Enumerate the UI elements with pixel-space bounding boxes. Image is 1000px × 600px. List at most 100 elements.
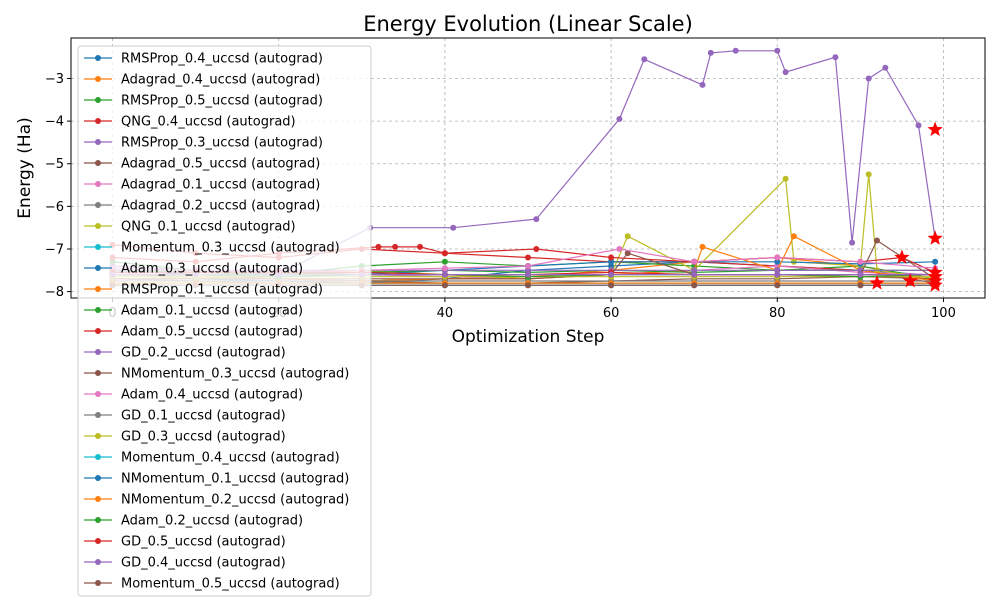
data-point xyxy=(525,267,531,274)
data-point xyxy=(699,81,706,88)
data-point xyxy=(691,267,698,274)
legend-item: NMomentum_0.2_uccsd (autograd) xyxy=(84,493,349,508)
final-point-star xyxy=(902,273,918,288)
data-point xyxy=(774,254,781,261)
data-point xyxy=(874,237,880,244)
legend-swatch-marker xyxy=(95,55,101,61)
final-point-star xyxy=(927,277,943,292)
legend-label: QNG_0.4_uccsd (autograd) xyxy=(121,115,296,130)
legend-item: NMomentum_0.1_uccsd (autograd) xyxy=(84,472,349,487)
legend-item: Adam_0.1_uccsd (autograd) xyxy=(84,304,303,319)
final-point-layer xyxy=(869,121,943,292)
data-point xyxy=(525,263,531,269)
legend-label: GD_0.4_uccsd (autograd) xyxy=(121,556,286,571)
final-point-star xyxy=(927,121,943,137)
legend-swatch-marker xyxy=(95,391,101,397)
legend-item: Momentum_0.4_uccsd (autograd) xyxy=(84,451,340,466)
data-point xyxy=(441,250,448,257)
legend-item: GD_0.3_uccsd (autograd) xyxy=(84,430,286,445)
data-point xyxy=(774,271,781,278)
data-point xyxy=(707,49,714,56)
legend-label: NMomentum_0.2_uccsd (autograd) xyxy=(121,493,349,508)
legend-item: Adagrad_0.5_uccsd (autograd) xyxy=(84,157,320,172)
legend-swatch-marker xyxy=(95,349,101,355)
legend-item: QNG_0.4_uccsd (autograd) xyxy=(84,115,296,130)
legend-swatch-marker xyxy=(95,517,101,523)
legend-item: Adagrad_0.4_uccsd (autograd) xyxy=(84,73,320,88)
legend-label: Momentum_0.4_uccsd (autograd) xyxy=(121,451,340,466)
data-point xyxy=(857,258,864,265)
legend-item: NMomentum_0.3_uccsd (autograd) xyxy=(84,367,349,382)
legend-swatch-marker xyxy=(95,538,101,544)
data-point xyxy=(857,282,864,289)
data-point xyxy=(691,258,698,265)
legend-swatch-marker xyxy=(95,328,101,334)
data-point xyxy=(608,282,615,289)
legend-item: Momentum_0.3_uccsd (autograd) xyxy=(84,241,340,256)
legend-swatch-marker xyxy=(95,559,101,565)
legend-swatch-marker xyxy=(95,286,101,292)
legend-swatch-marker xyxy=(95,454,101,460)
data-point xyxy=(450,224,457,231)
legend-label: RMSProp_0.1_uccsd (autograd) xyxy=(121,283,323,298)
legend-swatch-marker xyxy=(95,265,101,271)
data-point xyxy=(616,116,623,122)
legend-item: RMSProp_0.1_uccsd (autograd) xyxy=(84,283,323,298)
data-point xyxy=(774,258,781,265)
legend-item: GD_0.2_uccsd (autograd) xyxy=(84,346,286,361)
legend-label: RMSProp_0.4_uccsd (autograd) xyxy=(121,52,323,67)
y-tick-label: −7 xyxy=(45,242,64,257)
data-point xyxy=(915,122,922,129)
legend-item: Momentum_0.5_uccsd (autograd) xyxy=(84,577,340,592)
legend-label: Adagrad_0.1_uccsd (autograd) xyxy=(121,178,320,193)
legend-swatch-marker xyxy=(95,139,101,145)
legend-label: NMomentum_0.3_uccsd (autograd) xyxy=(121,367,349,382)
data-point xyxy=(774,282,781,289)
legend-label: Adagrad_0.4_uccsd (autograd) xyxy=(121,73,320,88)
legend-swatch-marker xyxy=(95,160,101,166)
legend-label: GD_0.1_uccsd (autograd) xyxy=(121,409,286,424)
data-point xyxy=(375,243,382,250)
legend-swatch-marker xyxy=(95,307,101,313)
legend-item: RMSProp_0.5_uccsd (autograd) xyxy=(84,94,323,109)
legend-swatch-marker xyxy=(95,118,101,124)
legend-item: Adam_0.3_uccsd (autograd) xyxy=(84,262,303,277)
legend-item: RMSProp_0.3_uccsd (autograd) xyxy=(84,136,323,151)
legend-swatch-marker xyxy=(95,223,101,229)
legend-label: Adagrad_0.2_uccsd (autograd) xyxy=(121,199,320,214)
y-tick-label: −8 xyxy=(45,285,64,300)
x-tick-label: 40 xyxy=(437,306,454,321)
legend-label: Adam_0.5_uccsd (autograd) xyxy=(121,325,303,340)
legend-label: Momentum_0.5_uccsd (autograd) xyxy=(121,577,340,592)
y-axis-label: Energy (Ha) xyxy=(15,117,35,218)
data-point xyxy=(932,258,939,265)
legend-swatch-marker xyxy=(95,370,101,376)
data-point xyxy=(608,263,615,269)
data-point xyxy=(441,258,448,265)
legend-label: RMSProp_0.3_uccsd (autograd) xyxy=(121,136,323,151)
data-point xyxy=(691,271,698,278)
plot-frame xyxy=(70,37,986,299)
data-point xyxy=(525,254,531,261)
data-point xyxy=(832,54,839,61)
data-point xyxy=(441,265,448,272)
data-point xyxy=(882,64,889,71)
legend-label: GD_0.3_uccsd (autograd) xyxy=(121,430,286,445)
data-point xyxy=(732,47,739,54)
data-point xyxy=(525,271,531,278)
legend-label: Adam_0.1_uccsd (autograd) xyxy=(121,304,303,319)
legend-swatch-marker xyxy=(95,76,101,82)
legend-label: Adam_0.4_uccsd (autograd) xyxy=(121,388,303,403)
final-point-star xyxy=(869,275,885,290)
y-tick-label: −5 xyxy=(45,157,64,172)
data-point xyxy=(849,239,856,246)
data-point xyxy=(691,282,698,289)
legend-box xyxy=(77,45,372,597)
data-point xyxy=(608,258,615,265)
legend-label: RMSProp_0.5_uccsd (autograd) xyxy=(121,94,323,109)
legend-item: Adagrad_0.1_uccsd (autograd) xyxy=(84,178,320,193)
data-point xyxy=(608,271,615,278)
legend-item: QNG_0.1_uccsd (autograd) xyxy=(84,220,296,235)
data-point xyxy=(441,282,448,289)
